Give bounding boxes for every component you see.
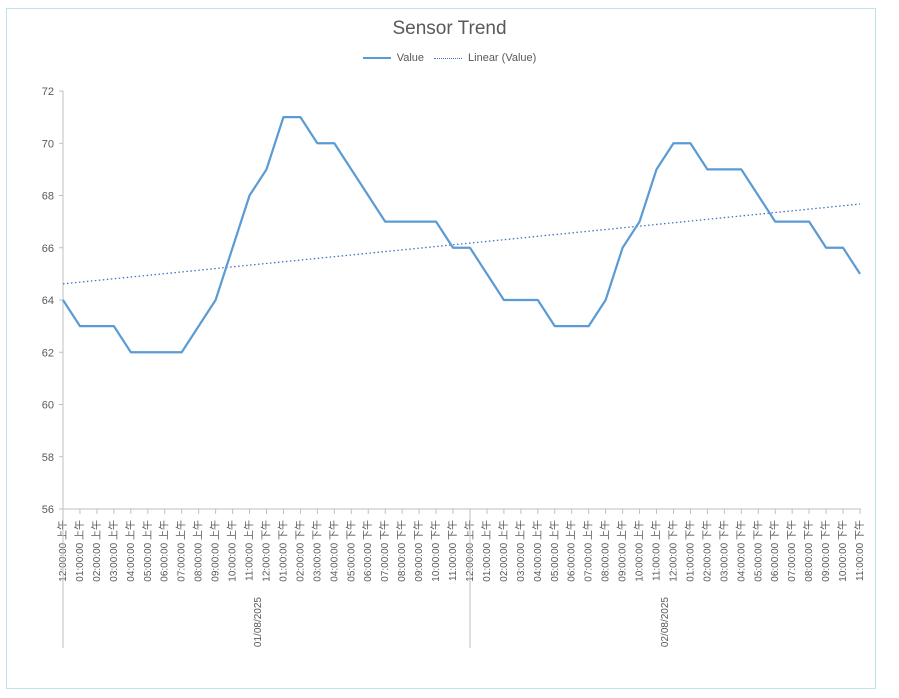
x-tick-label: 02:00:00 上午 bbox=[497, 520, 510, 582]
x-tick-label: 06:00:00 上午 bbox=[158, 520, 171, 582]
x-tick-label: 11:00:00 下午 bbox=[446, 520, 459, 581]
x-tick-label: 01:00:00 下午 bbox=[276, 520, 289, 582]
x-tick-label: 07:00:00 下午 bbox=[785, 520, 798, 582]
x-tick-label: 04:00:00 下午 bbox=[327, 520, 340, 582]
y-tick-label: 70 bbox=[42, 138, 54, 150]
x-tick-label: 11:00:00 下午 bbox=[853, 520, 866, 581]
x-tick-label: 12:00:00 下午 bbox=[666, 520, 679, 582]
x-tick-label: 09:00:00 下午 bbox=[412, 520, 425, 582]
x-tick-label: 02:00:00 下午 bbox=[293, 520, 306, 582]
x-tick-label: 08:00:00 上午 bbox=[192, 520, 205, 582]
y-tick-label: 68 bbox=[42, 191, 54, 203]
x-tick-label: 09:00:00 下午 bbox=[819, 520, 832, 582]
x-tick-label: 03:00:00 下午 bbox=[717, 520, 730, 582]
x-tick-label: 08:00:00 上午 bbox=[599, 520, 612, 582]
x-tick-label: 04:00:00 上午 bbox=[531, 520, 544, 582]
x-tick-label: 06:00:00 下午 bbox=[361, 520, 374, 582]
x-tick-label: 04:00:00 下午 bbox=[734, 520, 747, 582]
y-tick-label: 58 bbox=[42, 452, 54, 464]
y-tick-label: 72 bbox=[42, 86, 54, 98]
x-tick-label: 02:00:00 下午 bbox=[700, 520, 713, 582]
trendline bbox=[62, 203, 861, 285]
x-date-label: 02/08/2025 bbox=[660, 597, 671, 647]
x-tick-label: 11:00:00 上午 bbox=[243, 520, 256, 581]
legend-item-value: Value bbox=[362, 52, 425, 64]
legend-label-trendline: Linear (Value) bbox=[468, 52, 537, 64]
x-tick-label: 05:00:00 下午 bbox=[751, 520, 764, 582]
x-date-label: 01/08/2025 bbox=[253, 597, 264, 647]
chart-frame bbox=[6, 8, 876, 689]
chart-title: Sensor Trend bbox=[392, 18, 507, 39]
x-tick-label: 06:00:00 下午 bbox=[768, 520, 781, 582]
x-tick-label: 07:00:00 下午 bbox=[378, 520, 391, 582]
x-tick-label: 10:00:00 下午 bbox=[429, 520, 442, 582]
x-tick-label: 11:00:00 上午 bbox=[650, 520, 663, 581]
y-tick-label: 66 bbox=[42, 243, 54, 255]
y-tick-label: 64 bbox=[42, 295, 54, 307]
y-tick-label: 62 bbox=[42, 347, 54, 359]
x-tick-label: 08:00:00 下午 bbox=[395, 520, 408, 582]
series-line-value bbox=[62, 116, 861, 354]
x-tick-label: 10:00:00 上午 bbox=[633, 520, 646, 582]
x-tick-label: 01:00:00 上午 bbox=[480, 520, 493, 582]
legend-swatch-trendline bbox=[434, 57, 463, 59]
y-tick-label: 56 bbox=[42, 504, 54, 516]
x-tick-label: 09:00:00 上午 bbox=[616, 520, 629, 582]
x-tick-label: 10:00:00 下午 bbox=[836, 520, 849, 582]
legend-swatch-value bbox=[362, 57, 391, 59]
x-tick-label: 03:00:00 下午 bbox=[310, 520, 323, 582]
x-tick-label: 08:00:00 下午 bbox=[802, 520, 815, 582]
x-tick-label: 05:00:00 下午 bbox=[344, 520, 357, 582]
x-tick-label: 06:00:00 上午 bbox=[565, 520, 578, 582]
x-tick-label: 02:00:00 上午 bbox=[90, 520, 103, 582]
x-tick-label: 07:00:00 上午 bbox=[582, 520, 595, 582]
x-tick-label: 01:00:00 上午 bbox=[73, 520, 86, 582]
x-tick-label: 07:00:00 上午 bbox=[175, 520, 188, 582]
legend-item-trendline: Linear (Value) bbox=[434, 52, 536, 64]
x-tick-label: 05:00:00 上午 bbox=[548, 520, 561, 582]
x-tick-label: 05:00:00 上午 bbox=[141, 520, 154, 582]
legend: Value Linear (Value) bbox=[0, 52, 899, 64]
x-tick-label: 03:00:00 上午 bbox=[107, 520, 120, 582]
x-tick-label: 01:00:00 下午 bbox=[683, 520, 696, 582]
legend-label-value: Value bbox=[396, 52, 425, 64]
x-tick-label: 09:00:00 上午 bbox=[209, 520, 222, 582]
x-tick-label: 10:00:00 上午 bbox=[226, 520, 239, 582]
x-tick-label: 12:00:00 下午 bbox=[259, 520, 272, 582]
x-tick-label: 03:00:00 上午 bbox=[514, 520, 527, 582]
y-tick-label: 60 bbox=[42, 400, 54, 412]
x-tick-label: 04:00:00 上午 bbox=[124, 520, 137, 582]
